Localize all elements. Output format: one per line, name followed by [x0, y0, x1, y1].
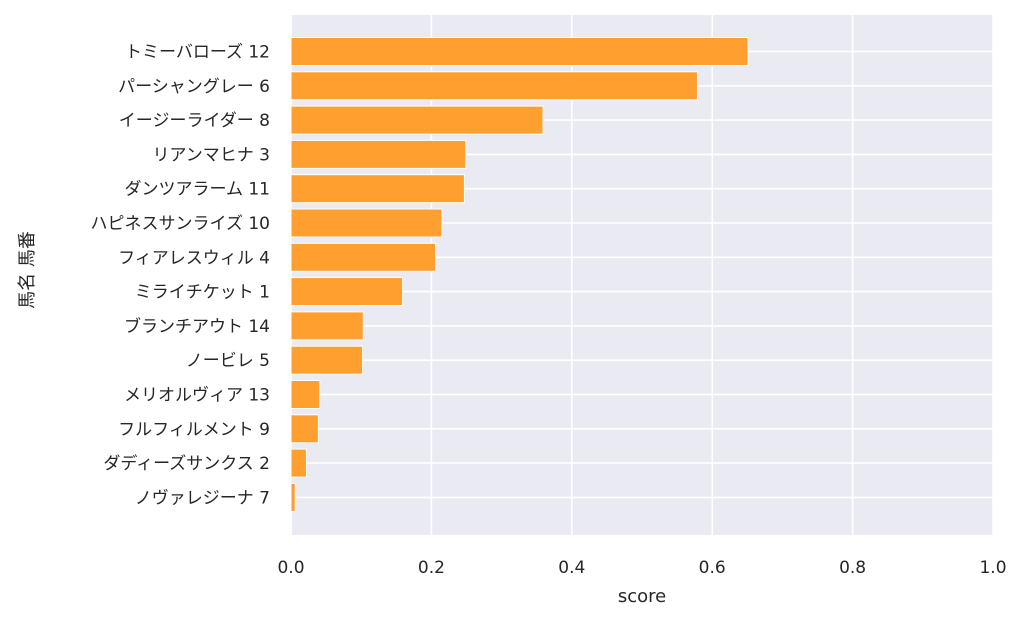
x-tick-label: 0.0 — [277, 558, 304, 578]
bar — [290, 311, 364, 341]
bar — [290, 448, 307, 478]
bar — [290, 174, 465, 204]
x-tick-label: 1.0 — [979, 558, 1006, 578]
bar — [290, 380, 321, 409]
bar — [290, 71, 698, 101]
category-label: フルフィルメント 9 — [118, 420, 270, 440]
category-label: リアンマヒナ 3 — [152, 145, 270, 165]
y-axis-label: 馬名 馬番 — [17, 231, 38, 309]
bar — [290, 105, 544, 135]
bar — [290, 37, 749, 66]
category-label: ブランチアウト 14 — [124, 316, 270, 337]
category-label: ハピネスサンライズ 10 — [90, 214, 270, 234]
bar — [290, 345, 364, 375]
category-label: ノービレ 5 — [186, 351, 270, 371]
category-label: トミーバローズ 12 — [125, 43, 270, 63]
category-label: イージーライダー 8 — [119, 111, 270, 131]
x-tick-label: 0.8 — [839, 558, 866, 578]
plot-area — [291, 15, 993, 535]
bars — [290, 37, 749, 512]
bar — [290, 208, 443, 238]
category-label: パーシャングレー 6 — [118, 77, 270, 97]
bar — [290, 414, 319, 444]
x-tick-label: 0.6 — [699, 558, 726, 578]
x-tick-label: 0.2 — [418, 558, 445, 578]
category-label: フィアレスウィル 4 — [118, 248, 270, 268]
x-tick-labels: 0.0 0.2 0.4 0.6 0.8 1.0 — [277, 558, 1006, 578]
category-label: メリオルヴィア 13 — [124, 386, 270, 406]
category-label: ミライチケット 1 — [135, 283, 270, 303]
bar — [290, 242, 437, 272]
category-label: ダンツアラーム 11 — [124, 180, 270, 200]
bar — [290, 139, 467, 169]
category-labels: トミーバローズ 12 パーシャングレー 6 イージーライダー 8 リアンマヒナ 3 ダン… — [90, 43, 270, 509]
category-label: ダディーズサンクス 2 — [103, 453, 270, 474]
bar — [290, 482, 296, 512]
bar — [290, 277, 404, 307]
category-label: ノヴァレジーナ 7 — [135, 488, 270, 508]
x-axis-label: score — [618, 586, 666, 607]
x-tick-label: 0.4 — [558, 558, 585, 578]
